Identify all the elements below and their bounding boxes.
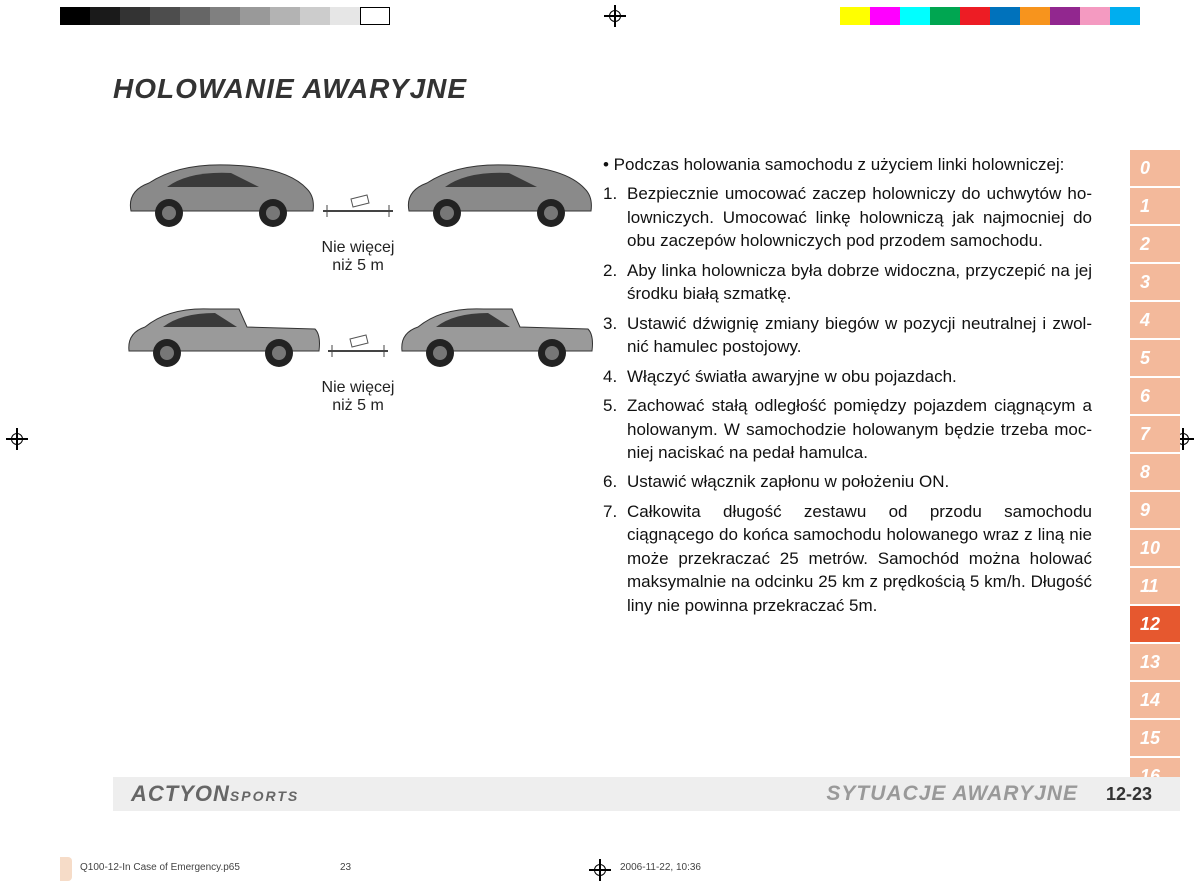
step-item: 3.Ustawić dźwignię zmiany biegów w pozyc… xyxy=(603,312,1092,359)
print-metadata: Q100-12-In Case of Emergency.p65 23 2006… xyxy=(80,862,1120,873)
content-row: Nie więcejniż 5 m xyxy=(75,153,1180,623)
registration-mark-left xyxy=(8,430,26,448)
suv-rear-icon xyxy=(397,153,597,233)
towing-illustration: Nie więcejniż 5 m xyxy=(113,153,603,623)
sheet-number: 23 xyxy=(340,862,620,873)
chapter-tab-15[interactable]: 15 xyxy=(1130,720,1180,756)
source-file: Q100-12-In Case of Emergency.p65 xyxy=(80,862,340,873)
step-item: 6.Ustawić włącznik zapłonu w położeniu O… xyxy=(603,470,1092,493)
grayscale-swatches xyxy=(60,7,390,25)
chapter-tab-12[interactable]: 12 xyxy=(1130,606,1180,642)
chapter-tab-13[interactable]: 13 xyxy=(1130,644,1180,680)
chapter-tab-10[interactable]: 10 xyxy=(1130,530,1180,566)
manual-page: HOLOWANIE AWARYJNE xyxy=(75,45,1180,855)
instructions-column: • Podczas holowania samochodu z użyciem … xyxy=(603,153,1180,623)
color-swatches xyxy=(840,7,1140,25)
chapter-tab-4[interactable]: 4 xyxy=(1130,302,1180,338)
chapter-tab-0[interactable]: 0 xyxy=(1130,150,1180,186)
pickup-front-icon xyxy=(119,293,324,373)
chapter-tabs: 012345678910111213141516 xyxy=(1130,150,1180,796)
intro-bullet: • Podczas holowania samochodu z użyciem … xyxy=(603,153,1092,176)
page-title: HOLOWANIE AWARYJNE xyxy=(113,73,1180,105)
tow-rope-icon xyxy=(323,153,393,233)
tow-distance-label-2: Nie więcejniż 5 m xyxy=(322,379,395,415)
chapter-tab-1[interactable]: 1 xyxy=(1130,188,1180,224)
step-item: 5.Zachować stałą odległość pomiędzy poja… xyxy=(603,394,1092,464)
chapter-tab-7[interactable]: 7 xyxy=(1130,416,1180,452)
tow-distance-label-1: Nie więcejniż 5 m xyxy=(322,239,395,275)
chapter-tab-9[interactable]: 9 xyxy=(1130,492,1180,528)
page-number: 12-23 xyxy=(1106,784,1152,805)
binding-nick xyxy=(60,857,72,881)
chapter-tab-8[interactable]: 8 xyxy=(1130,454,1180,490)
step-item: 2.Aby linka holownicza była dobrze widoc… xyxy=(603,259,1092,306)
step-item: 7.Całkowita długość zestawu od przodu sa… xyxy=(603,500,1092,617)
chapter-tab-2[interactable]: 2 xyxy=(1130,226,1180,262)
brand-logo: ACTYONSPORTS xyxy=(131,781,299,807)
chapter-tab-14[interactable]: 14 xyxy=(1130,682,1180,718)
step-item: 1.Bezpiecznie umocować zaczep holowniczy… xyxy=(603,182,1092,252)
footer-band: ACTYONSPORTS SYTUACJE AWARYJNE 12-23 xyxy=(113,777,1180,811)
chapter-tab-3[interactable]: 3 xyxy=(1130,264,1180,300)
chapter-tab-5[interactable]: 5 xyxy=(1130,340,1180,376)
section-name: SYTUACJE AWARYJNE xyxy=(826,782,1078,806)
steps-list: 1.Bezpiecznie umocować zaczep holowniczy… xyxy=(603,182,1092,617)
chapter-tab-11[interactable]: 11 xyxy=(1130,568,1180,604)
print-color-bar xyxy=(60,6,1140,26)
registration-mark-top xyxy=(606,7,624,25)
tow-rope-icon xyxy=(328,293,388,373)
print-timestamp: 2006-11-22, 10:36 xyxy=(620,862,701,873)
chapter-tab-6[interactable]: 6 xyxy=(1130,378,1180,414)
pickup-rear-icon xyxy=(392,293,597,373)
step-item: 4.Włączyć światła awaryjne w obu pojazda… xyxy=(603,365,1092,388)
suv-front-icon xyxy=(119,153,319,233)
